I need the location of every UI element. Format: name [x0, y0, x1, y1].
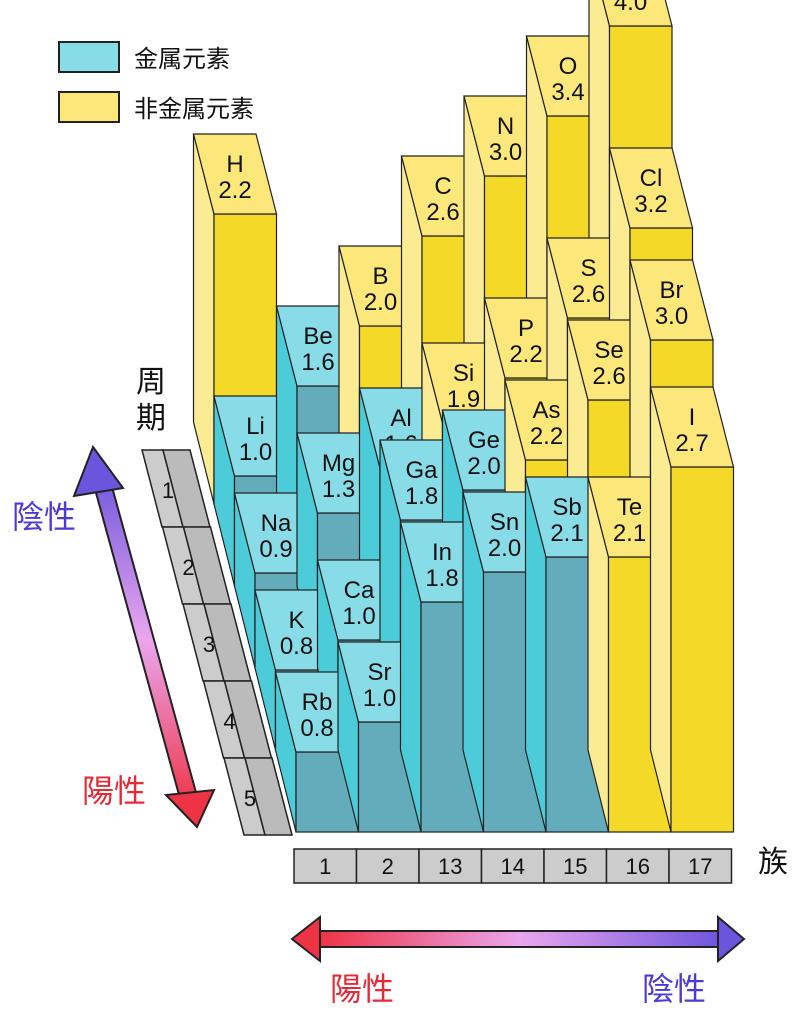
bar-top-face [602, 0, 673, 27]
group-tick-box [418, 848, 483, 884]
element-symbol: Ge [468, 427, 500, 454]
group-tick-label: 15 [563, 854, 587, 879]
element-symbol: B [372, 263, 388, 290]
element-value: 1.9 [447, 386, 480, 413]
vertical-arrow-top-label: 陰性 [12, 498, 76, 536]
group-tick-box [668, 848, 733, 884]
element-symbol: Br [660, 277, 684, 304]
element-value: 2.6 [572, 281, 605, 308]
element-value: 4.0 [614, 0, 647, 16]
element-value: 3.4 [551, 79, 584, 106]
bar-top-face [192, 133, 278, 215]
period-tick-side [244, 757, 293, 836]
element-symbol: Si [453, 360, 474, 387]
legend-swatch-metal [58, 40, 120, 73]
element-symbol: P [518, 315, 534, 342]
element-value: 2.1 [550, 520, 583, 547]
legend-item-nonmetal: 非金属元素 [58, 89, 254, 124]
period-tick-label: 1 [162, 478, 174, 503]
period-tick-label: 4 [223, 709, 235, 734]
element-symbol: Ga [405, 457, 438, 484]
group-tick-label: 2 [382, 854, 394, 879]
element-symbol: Rb [302, 689, 333, 716]
element-bars: H2.2Li1.0Be1.6B2.0C2.6N3.0O3.4F4.0Na0.9M… [192, 0, 735, 833]
element-value: 0.8 [300, 715, 333, 742]
element-value: 3.0 [655, 303, 688, 330]
bar-top-face [649, 386, 735, 468]
element-bar-i: I2.7 [649, 386, 735, 833]
element-symbol: Li [246, 413, 265, 440]
element-symbol: I [689, 404, 696, 431]
element-value: 3.2 [634, 191, 667, 218]
group-tick-label: 13 [438, 854, 462, 879]
element-symbol: Sr [368, 659, 392, 686]
element-value: 2.2 [530, 423, 563, 450]
element-value: 1.0 [363, 685, 396, 712]
bar-top-face [608, 147, 694, 229]
bar-front-face [670, 466, 735, 833]
element-symbol: Ca [344, 577, 375, 604]
element-value: 2.6 [426, 199, 459, 226]
element-symbol: Te [617, 494, 642, 521]
group-axis: 1 2 13 14 15 16 17 [293, 848, 733, 884]
element-symbol: In [432, 539, 452, 566]
element-value: 0.8 [280, 633, 313, 660]
element-symbol: H [226, 151, 243, 178]
group-tick-box [605, 848, 670, 884]
element-value: 1.8 [405, 483, 438, 510]
horizontal-arrow-right-label: 陰性 [642, 970, 706, 1008]
element-value: 0.9 [259, 536, 292, 563]
legend-label-metal: 金属元素 [134, 45, 230, 73]
element-symbol: Sn [490, 509, 519, 536]
horizontal-trend-arrow [290, 914, 746, 964]
group-tick-label: 17 [688, 854, 712, 879]
legend-item-metal: 金属元素 [58, 39, 230, 74]
period-tick-label: 2 [182, 555, 194, 580]
element-symbol: Al [390, 405, 411, 432]
element-symbol: Mg [322, 450, 355, 477]
group-tick-label: 14 [501, 854, 525, 879]
element-symbol: As [532, 397, 560, 424]
element-symbol: Na [261, 510, 292, 537]
element-value: 2.6 [592, 363, 625, 390]
period-tick-label: 3 [203, 632, 215, 657]
element-symbol: Cl [640, 165, 663, 192]
element-value: 1.8 [425, 565, 458, 592]
element-value: 1.6 [301, 349, 334, 376]
group-tick-label: 1 [319, 854, 331, 879]
element-value: 2.7 [675, 430, 708, 457]
bar-top-face [629, 259, 714, 341]
element-symbol: C [434, 173, 451, 200]
group-axis-title: 族 [758, 845, 788, 880]
element-value: 2.2 [509, 341, 542, 368]
horizontal-arrow-left-label: 陽性 [330, 970, 394, 1008]
element-value: 1.3 [322, 476, 355, 503]
period-axis-title-line2: 期 [136, 401, 166, 436]
legend-label-nonmetal: 非金属元素 [134, 95, 254, 123]
element-value: 1.0 [342, 603, 375, 630]
element-value: 3.0 [489, 139, 522, 166]
period-tick-label: 5 [244, 786, 256, 811]
legend-swatch-nonmetal [58, 90, 120, 123]
element-symbol: N [497, 113, 514, 140]
vertical-trend-arrow [72, 444, 216, 829]
element-symbol: Be [303, 323, 332, 350]
element-symbol: S [580, 255, 596, 282]
group-tick-box [293, 848, 358, 884]
element-value: 2.1 [613, 520, 646, 547]
period-axis-title-line1: 周 [136, 365, 166, 400]
element-symbol: Sb [552, 494, 581, 521]
element-value: 2.0 [488, 535, 521, 562]
element-value: 2.2 [218, 177, 251, 204]
period-axis: 1 2 3 4 5 [141, 449, 293, 836]
element-symbol: K [288, 607, 304, 634]
group-tick-label: 16 [626, 854, 650, 879]
vertical-arrow-bottom-label: 陽性 [82, 772, 146, 810]
element-value: 1.0 [239, 439, 272, 466]
element-symbol: Se [594, 337, 623, 364]
element-value: 2.0 [364, 289, 397, 316]
element-symbol: O [559, 53, 578, 80]
element-value: 2.0 [467, 453, 500, 480]
